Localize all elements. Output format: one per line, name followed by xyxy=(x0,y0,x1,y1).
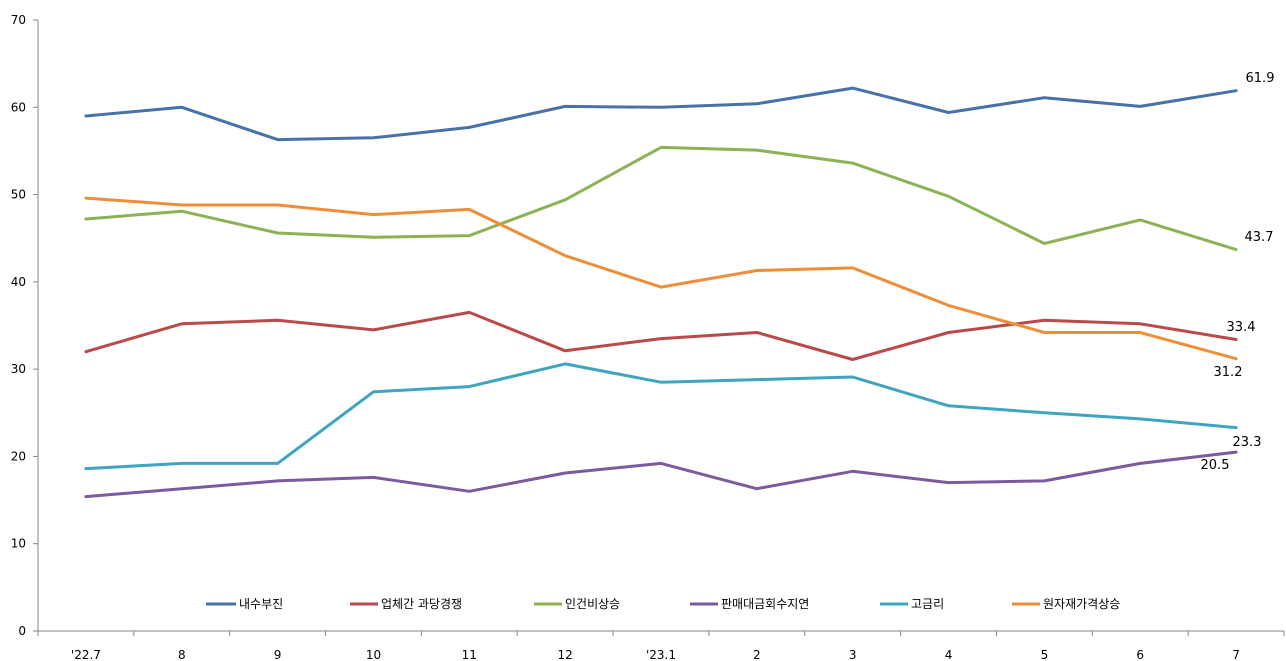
legend-label: 고금리 xyxy=(911,597,944,611)
series-line-0 xyxy=(84,86,1238,142)
legend-label: 인건비상승 xyxy=(565,597,620,611)
x-tick-label: 7 xyxy=(1232,648,1240,661)
y-tick-label: 10 xyxy=(11,537,26,551)
legend-item-ingeonbi: 인건비상승 xyxy=(534,597,620,611)
y-tick-label: 20 xyxy=(11,449,26,463)
legend-label: 내수부진 xyxy=(239,597,283,611)
series-line-3 xyxy=(84,450,1238,499)
x-tick-label: 4 xyxy=(945,648,953,661)
chart-axes xyxy=(37,20,1284,632)
data-label-panmae: 20.5 xyxy=(1201,458,1230,473)
series-lines xyxy=(84,86,1238,499)
y-tick-label: 50 xyxy=(11,188,26,202)
x-tick-label: 9 xyxy=(274,648,282,661)
y-tick-label: 0 xyxy=(18,624,26,638)
x-tick-label: '22.7 xyxy=(71,648,101,661)
x-tick-label: 10 xyxy=(366,648,381,661)
legend-item-panmae: 판매대금회수지연 xyxy=(690,597,809,611)
legend: 내수부진 업체간 과당경쟁 인건비상승 판매대금회수지연 고금리 원자재가격상승 xyxy=(206,597,1120,611)
series-line-5 xyxy=(84,196,1238,361)
legend-item-eopche: 업체간 과당경쟁 xyxy=(350,597,462,611)
legend-item-wonjajae: 원자재가격상승 xyxy=(1012,597,1120,611)
data-label-eopche: 33.4 xyxy=(1227,320,1256,335)
x-axis-ticks: '22.7 8 9 10 11 12 '23.1 2 3 4 5 6 7 xyxy=(37,631,1285,661)
data-label-wonjajae: 31.2 xyxy=(1214,365,1243,380)
series-line-2 xyxy=(84,145,1238,252)
legend-item-gogeumri: 고금리 xyxy=(880,597,944,611)
data-label-ingeonbi: 43.7 xyxy=(1245,230,1274,245)
series-line-1 xyxy=(84,310,1238,361)
y-tick-label: 30 xyxy=(11,362,26,376)
x-tick-label: 3 xyxy=(849,648,857,661)
x-tick-label: 6 xyxy=(1136,648,1144,661)
legend-item-naesu: 내수부진 xyxy=(206,597,283,611)
y-tick-label: 70 xyxy=(11,13,26,27)
data-label-gogeumri: 23.3 xyxy=(1233,435,1262,450)
series-line-4 xyxy=(84,362,1238,471)
y-axis-ticks: 0 10 20 30 40 50 60 70 xyxy=(11,13,38,638)
x-tick-label: 12 xyxy=(558,648,573,661)
x-tick-label: 2 xyxy=(753,648,761,661)
y-tick-label: 60 xyxy=(11,100,26,114)
x-tick-label: '23.1 xyxy=(646,648,676,661)
data-label-naesu: 61.9 xyxy=(1246,71,1275,86)
x-tick-label: 11 xyxy=(462,648,477,661)
y-tick-label: 40 xyxy=(11,275,26,289)
x-tick-label: 8 xyxy=(178,648,186,661)
x-tick-label: 5 xyxy=(1041,648,1049,661)
legend-label: 업체간 과당경쟁 xyxy=(381,597,462,611)
legend-label: 판매대금회수지연 xyxy=(721,597,809,611)
legend-label: 원자재가격상승 xyxy=(1043,597,1120,611)
data-labels: 61.9 43.7 33.4 31.2 23.3 20.5 xyxy=(1201,71,1275,473)
